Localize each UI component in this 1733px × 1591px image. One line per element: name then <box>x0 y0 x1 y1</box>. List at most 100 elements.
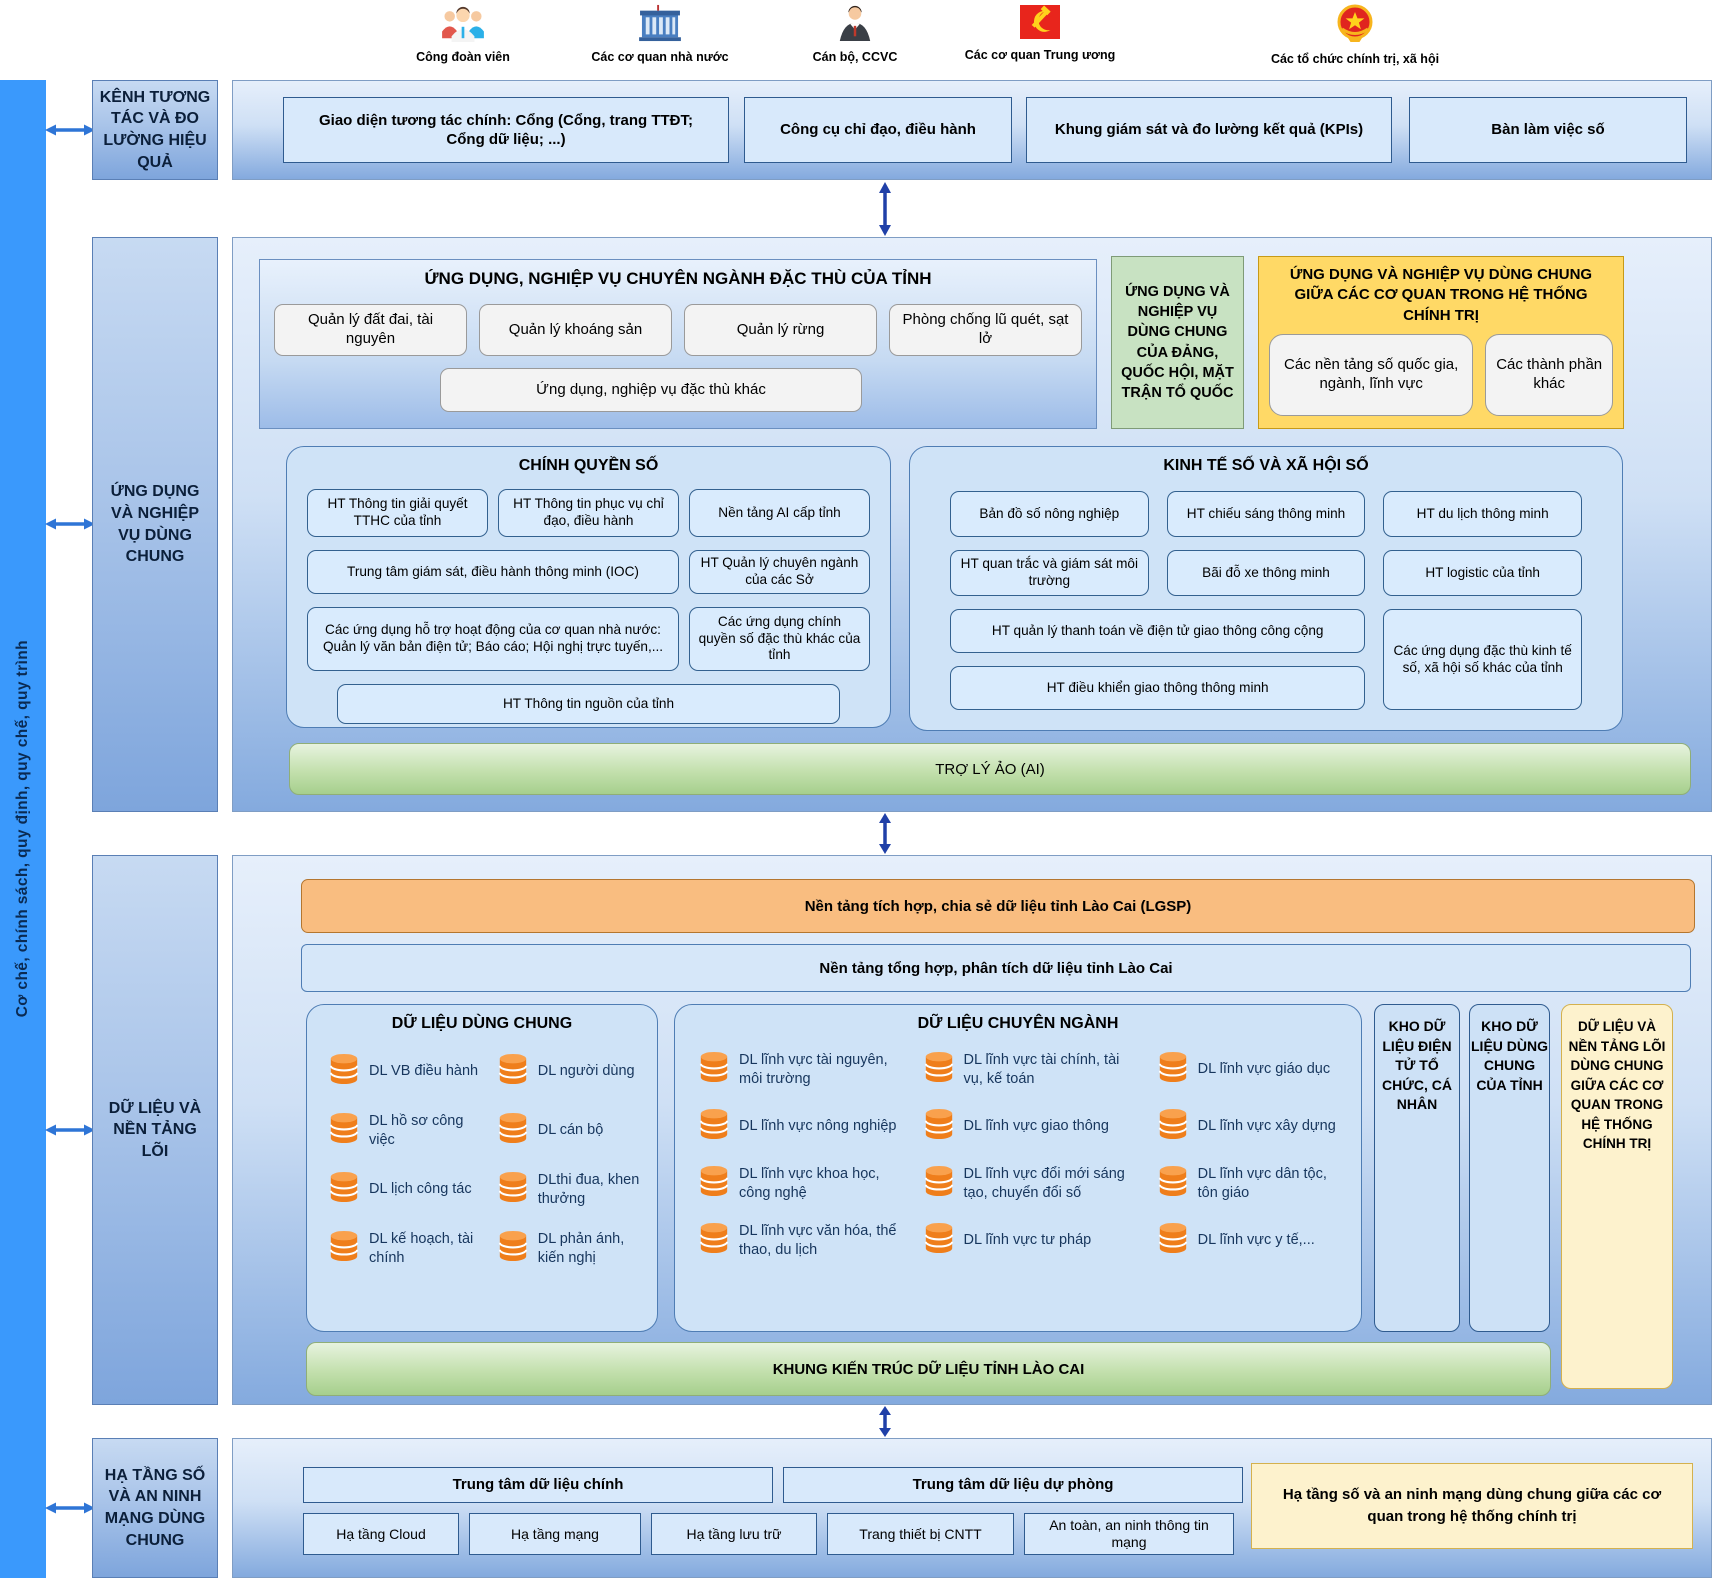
specialized-app-other-box: Ứng dụng, nghiệp vụ đặc thù khác <box>440 368 862 412</box>
database-icon <box>1156 1222 1190 1259</box>
box-text: Ứng dụng, nghiệp vụ đặc thù khác <box>536 380 766 398</box>
gov-app-box: HT Quản lý chuyên ngành của các Sở <box>689 550 870 594</box>
data-item-label: DL lĩnh vực nông nghiệp <box>739 1118 897 1135</box>
bar-text: Nền tảng tổng hợp, phân tích dữ liệu tỉn… <box>819 959 1173 977</box>
shared-data-panel: DỮ LIỆU DÙNG CHUNG DL VB điều hành DL ng… <box>306 1004 658 1332</box>
digital-economy-grid: Bản đồ số nông nghiệp HT chiếu sáng thôn… <box>950 491 1582 710</box>
channel-direction-tools-box: Công cụ chỉ đạo, điều hành <box>744 97 1012 163</box>
data-item: DL lĩnh vực tài chính, tài vụ, kế toán <box>922 1051 1142 1088</box>
econ-app-box: Bản đồ số nông nghiệp <box>950 491 1149 537</box>
band-label-text: ỨNG DỤNG VÀ NGHIỆP VỤ DÙNG CHUNG <box>110 483 200 566</box>
actor-label: Công đoàn viên <box>416 50 510 64</box>
data-item: DL người dùng <box>496 1053 645 1090</box>
digital-government-grid: HT Thông tin giải quyết TTHC của tỉnh HT… <box>307 489 870 724</box>
box-text: Hạ tầng lưu trữ <box>686 1526 782 1542</box>
box-text: Trung tâm dữ liệu chính <box>452 1476 624 1494</box>
band-data: Nền tảng tích hợp, chia sẻ dữ liệu tỉnh … <box>232 855 1712 1405</box>
econ-app-box: HT du lịch thông minh <box>1383 491 1582 537</box>
box-text: HT quan trắc và giám sát môi trường <box>960 556 1138 588</box>
data-item-label: DL phản ánh, kiến nghị <box>537 1231 625 1266</box>
database-icon <box>697 1222 731 1259</box>
channel-portal-box: Giao diện tương tác chính: Cổng (Cổng, t… <box>283 97 729 163</box>
box-text: Các ứng dụng đặc thù kinh tế số, xã hội … <box>1393 642 1572 675</box>
data-item-label: DL lĩnh vực giao thông <box>963 1118 1109 1135</box>
database-icon <box>922 1051 956 1088</box>
warehouse-shared-column: KHO DỮ LIỆU DÙNG CHUNG CỦA TỈNH <box>1469 1004 1550 1332</box>
core-shared-data-column: DỮ LIỆU VÀ NỀN TẢNG LÕI DÙNG CHUNG GIỮA … <box>1561 1004 1673 1389</box>
database-icon <box>1156 1165 1190 1202</box>
data-item-label: DL lĩnh vực y tế,... <box>1197 1232 1315 1249</box>
box-text: HT điều khiển giao thông thông minh <box>1046 679 1269 695</box>
band-arrow-2-3 <box>876 813 894 854</box>
government-building-icon <box>638 4 682 47</box>
digital-economy-title: KINH TẾ SỐ VÀ XÃ HỘI SỐ <box>1163 457 1369 474</box>
bar-text: TRỢ LÝ ẢO (AI) <box>935 760 1045 778</box>
data-item: DL phản ánh, kiến nghị <box>496 1230 645 1267</box>
box-text: Các ứng dụng chính quyền số đặc thù khác… <box>698 613 861 663</box>
data-item-label: DL lĩnh vực khoa học, công nghệ <box>739 1166 880 1201</box>
gov-app-box: Nền tảng AI cấp tỉnh <box>689 489 870 537</box>
band-label-channels: KÊNH TƯƠNG TÁC VÀ ĐO LƯỜNG HIỆU QUẢ <box>92 80 218 180</box>
data-item: DL lĩnh vực dân tộc, tôn giáo <box>1156 1165 1347 1202</box>
band-arrow-3-4 <box>876 1406 894 1437</box>
data-item-label: DL lĩnh vực xây dựng <box>1197 1118 1336 1135</box>
band-label-text: HẠ TẦNG SỐ VÀ AN NINH MẠNG DÙNG CHUNG <box>104 1466 206 1549</box>
band-arrow-1-2 <box>876 182 894 236</box>
analytics-platform-bar: Nền tảng tổng hợp, phân tích dữ liệu tỉn… <box>301 944 1691 992</box>
box-text: Hạ tầng mạng <box>511 1526 599 1542</box>
database-icon <box>327 1112 361 1149</box>
specialized-apps-panel: ỨNG DỤNG, NGHIỆP VỤ CHUYÊN NGÀNH ĐẶC THÙ… <box>259 259 1097 429</box>
box-text: HT Thông tin phục vụ chỉ đạo, điều hành <box>513 496 664 528</box>
officer-icon <box>835 4 875 47</box>
data-item: DL lĩnh vực giao thông <box>922 1108 1142 1145</box>
gov-app-box: Các ứng dụng hỗ trợ hoạt động của cơ qua… <box>307 607 679 671</box>
box-text: Hạ tầng số và an ninh mạng dùng chung gi… <box>1282 1486 1662 1525</box>
database-icon <box>922 1108 956 1145</box>
box-text: ỨNG DỤNG VÀ NGHIỆP VỤ DÙNG CHUNG CỦA ĐẢN… <box>1121 283 1234 402</box>
actor-officials: Cán bộ, CCVC <box>790 4 920 64</box>
data-item: DL lịch công tác <box>327 1171 484 1208</box>
actor-central-agencies: Các cơ quan Trung ương <box>950 4 1130 62</box>
specialized-app-box: Quản lý rừng <box>684 304 877 356</box>
econ-app-box: Bãi đỗ xe thông minh <box>1166 550 1366 596</box>
channel-box-text: Công cụ chỉ đạo, điều hành <box>780 121 976 139</box>
gov-app-box: HT Thông tin nguồn của tỉnh <box>337 684 840 724</box>
data-item-label: DL lĩnh vực tài chính, tài vụ, kế toán <box>963 1052 1120 1087</box>
infra-box: Trang thiết bị CNTT <box>827 1513 1014 1555</box>
connector-arrow-channels <box>45 121 95 139</box>
specialized-app-box: Quản lý khoáng sản <box>479 304 672 356</box>
gov-app-box: HT Thông tin giải quyết TTHC của tỉnh <box>307 489 488 537</box>
lgsp-platform-bar: Nền tảng tích hợp, chia sẻ dữ liệu tỉnh … <box>301 879 1695 933</box>
data-item: DL lĩnh vực giáo dục <box>1156 1051 1347 1088</box>
infra-shared-note-box: Hạ tầng số và an ninh mạng dùng chung gi… <box>1251 1463 1693 1549</box>
channel-box-text: Khung giám sát và đo lường kết quả (KPIs… <box>1054 121 1364 139</box>
econ-app-box: HT quan trắc và giám sát môi trường <box>950 550 1149 596</box>
data-item: DL lĩnh vực y tế,... <box>1156 1222 1347 1259</box>
box-text: HT Thông tin giải quyết TTHC của tỉnh <box>327 496 468 528</box>
connector-arrow-apps <box>45 515 95 533</box>
econ-app-box: HT chiếu sáng thông minh <box>1166 491 1366 537</box>
data-item: DL VB điều hành <box>327 1053 484 1090</box>
infra-box: Hạ tầng lưu trữ <box>651 1513 817 1555</box>
box-text: Các nền tảng số quốc gia, ngành, lĩnh vự… <box>1284 356 1459 392</box>
data-item-label: DL lĩnh vực văn hóa, thể thao, du lịch <box>739 1223 897 1258</box>
communist-party-flag-icon <box>1017 4 1063 45</box>
channel-kpi-box: Khung giám sát và đo lường kết quả (KPIs… <box>1026 97 1392 163</box>
band-label-infra: HẠ TẦNG SỐ VÀ AN NINH MẠNG DÙNG CHUNG <box>92 1438 218 1578</box>
data-item: DL lĩnh vực tài nguyên, môi trường <box>697 1051 908 1088</box>
data-item-label: DL lĩnh vực tư pháp <box>963 1232 1092 1249</box>
people-group-icon <box>440 4 486 47</box>
data-item-label: DL hồ sơ công việc <box>369 1113 464 1148</box>
database-icon <box>327 1053 361 1090</box>
database-icon <box>922 1165 956 1202</box>
digital-government-panel: CHÍNH QUYỀN SỐ HT Thông tin giải quyết T… <box>286 446 891 728</box>
political-system-apps-row: Các nền tảng số quốc gia, ngành, lĩnh vự… <box>1269 333 1613 416</box>
data-item-label: DL lịch công tác <box>369 1181 472 1198</box>
infra-box: Hạ tầng Cloud <box>303 1513 459 1555</box>
column-text: KHO DỮ LIỆU DÙNG CHUNG CỦA TỈNH <box>1471 1018 1548 1093</box>
box-text: Các thành phần khác <box>1496 356 1603 392</box>
data-item: DL cán bộ <box>496 1112 645 1149</box>
data-item-label: DL VB điều hành <box>369 1063 479 1080</box>
box-text: HT quản lý thanh toán về điện tử giao th… <box>991 622 1324 638</box>
